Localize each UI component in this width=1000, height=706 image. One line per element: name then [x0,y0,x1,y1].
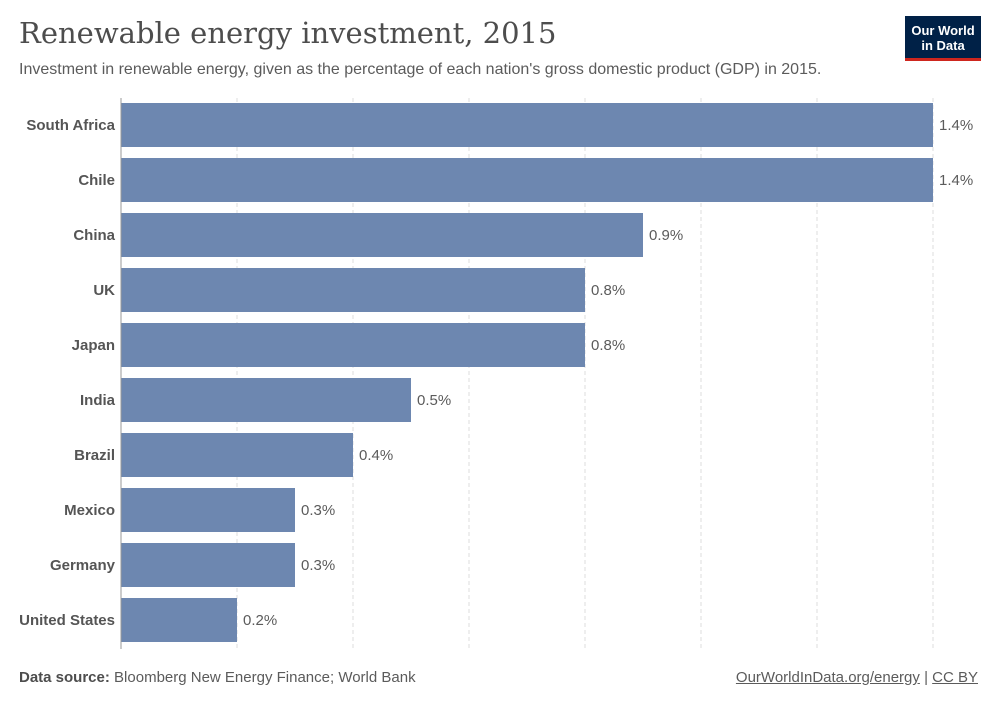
value-label: 1.4% [939,172,973,189]
bar [121,323,585,367]
category-label: Brazil [74,447,115,464]
category-label: Japan [72,337,115,354]
value-label: 0.8% [591,337,625,354]
data-source: Data source: Bloomberg New Energy Financ… [19,669,416,686]
chart-title: Renewable energy investment, 2015 [19,16,557,50]
value-label: 0.3% [301,502,335,519]
bar [121,433,353,477]
owid-energy-link[interactable]: OurWorldInData.org/energy [735,669,920,686]
bar [121,543,295,587]
category-label: UK [93,282,115,299]
category-label: India [80,392,116,409]
category-label: Germany [50,557,116,574]
bar [121,488,295,532]
value-label: 0.2% [243,612,277,629]
bar [121,268,585,312]
logo-line-1: Our World [911,23,975,38]
bar [121,158,933,202]
value-label: 0.9% [649,227,683,244]
chart-subtitle: Investment in renewable energy, given as… [19,61,822,78]
value-label: 1.4% [939,117,973,134]
category-label: United States [19,612,115,629]
footer-links: OurWorldInData.org/energy | CC BY [736,669,978,686]
data-source-label: Data source: [19,669,110,686]
footer-separator: | [924,669,928,686]
value-label: 0.5% [417,392,451,409]
bar [121,378,411,422]
license-link[interactable]: CC BY [932,669,978,686]
category-label: China [73,227,115,244]
value-label: 0.4% [359,447,393,464]
value-label: 0.3% [301,557,335,574]
value-label: 0.8% [591,282,625,299]
bar [121,103,933,147]
bar [121,598,237,642]
category-label: Mexico [64,502,115,519]
owid-logo[interactable]: Our World in Data [905,16,981,61]
data-source-text: Bloomberg New Energy Finance; World Bank [114,669,416,686]
bar [121,213,643,257]
logo-line-2: in Data [921,38,965,53]
category-label: South Africa [26,117,115,134]
category-label: Chile [78,172,115,189]
